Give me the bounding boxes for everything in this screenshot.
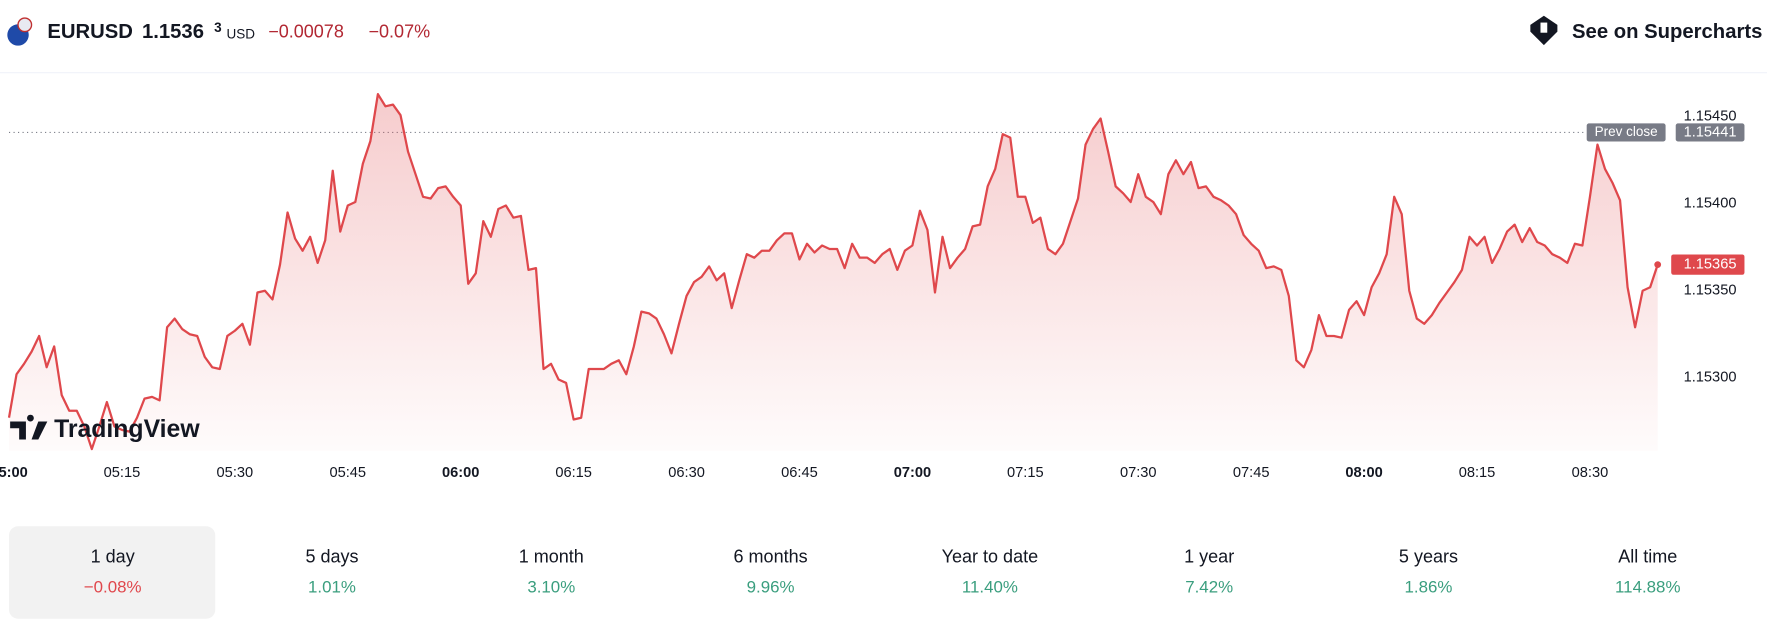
period-label[interactable]: 1 day <box>91 547 135 567</box>
price-line <box>7 93 1659 451</box>
change: −0.00078 <box>268 21 344 41</box>
x-tick-label: 05:45 <box>329 465 366 481</box>
x-tick-label: 08:00 <box>1345 465 1382 481</box>
period-label[interactable]: 6 months <box>734 547 808 567</box>
x-tick-label: 07:30 <box>1120 465 1157 481</box>
price: 1.1536 <box>142 21 204 43</box>
x-tick-label: 06:30 <box>668 465 705 481</box>
x-tick-label: 08:30 <box>1572 465 1609 481</box>
currency: USD <box>227 27 256 42</box>
period-change[interactable]: 9.96% <box>747 578 795 597</box>
candle-icon <box>1540 22 1548 33</box>
prev-close-value-tag <box>1675 123 1745 142</box>
period-change[interactable]: 1.01% <box>308 578 356 597</box>
flag-us <box>17 17 33 33</box>
period-label[interactable]: 5 years <box>1399 547 1458 567</box>
period-label[interactable]: 1 month <box>519 547 584 567</box>
x-tick-label: 06:45 <box>781 465 818 481</box>
period-change[interactable]: −0.08% <box>84 578 142 597</box>
y-tick-label: 1.15350 <box>1684 283 1737 299</box>
x-tick-label: 06:00 <box>442 465 479 481</box>
period-change[interactable]: 7.42% <box>1185 578 1233 597</box>
period-change[interactable]: 11.40% <box>962 578 1018 597</box>
last-point <box>1654 261 1662 269</box>
period-change[interactable]: 114.88% <box>1615 578 1680 597</box>
period-label[interactable]: Year to date <box>942 547 1038 567</box>
x-tick-label: 08:15 <box>1459 465 1496 481</box>
x-tick-label: 05:30 <box>217 465 254 481</box>
prev-close-value: 1.15441 <box>1684 124 1737 140</box>
prev-close-tag <box>1586 123 1666 142</box>
supercharts-link[interactable]: See on Supercharts <box>1530 15 1762 46</box>
period-change[interactable]: 3.10% <box>527 578 575 597</box>
period-tabs: 1 day −0.08% 5 days 1.01% 1 month 3.10% 6 mont… <box>9 526 1680 619</box>
y-tick-label: 1.15450 <box>1684 109 1737 125</box>
price-last-digit: 3 <box>214 20 222 35</box>
last-price-tag <box>1671 254 1745 275</box>
x-tick-label: 05:15 <box>104 465 141 481</box>
watermark: TradingView <box>10 414 200 443</box>
header: EURUSD 1.1536 3 USD −0.00078 −0.07% See … <box>0 15 1767 74</box>
period-label[interactable]: All time <box>1618 547 1677 567</box>
period-change[interactable]: 1.86% <box>1405 578 1453 597</box>
y-tick-label: 1.15300 <box>1684 370 1737 386</box>
period-tab-active[interactable] <box>9 526 216 619</box>
y-tick-label: 1.15400 <box>1684 196 1737 212</box>
symbol: EURUSD <box>47 21 133 43</box>
plot-area: 1.15300 1.15350 1.15400 1.15450 05:00 05:15 05… <box>0 93 1745 481</box>
x-tick-label: 06:15 <box>555 465 592 481</box>
last-price-label: 1.15365 <box>1684 257 1737 273</box>
supercharts-text[interactable]: See on Supercharts <box>1572 21 1762 43</box>
x-tick-label: 07:00 <box>894 465 931 481</box>
prev-close-label: Prev close <box>1595 124 1658 139</box>
watermark-logo <box>10 414 48 440</box>
period-label[interactable]: 5 days <box>305 547 358 567</box>
area-fill <box>9 94 1658 451</box>
x-tick-label: 07:15 <box>1007 465 1044 481</box>
watermark-text: TradingView <box>54 416 200 443</box>
period-label[interactable]: 1 year <box>1184 547 1234 567</box>
change-percent: −0.07% <box>369 21 431 41</box>
x-tick-label: 07:45 <box>1233 465 1270 481</box>
x-tick-label: 05:00 <box>0 465 28 481</box>
